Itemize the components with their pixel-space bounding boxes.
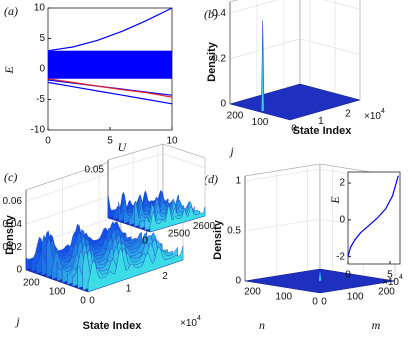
grid-line — [107, 153, 206, 170]
peak — [318, 268, 322, 282]
x-tick-label: 1 — [126, 283, 132, 294]
x-axis-label: State Index — [83, 320, 143, 332]
y-tick-label: 0 — [142, 236, 148, 247]
y-axis-label: E — [328, 196, 342, 205]
x-axis-label: U — [118, 140, 128, 154]
x-tick-label: 0 — [89, 296, 95, 307]
y-tick-label: 100 — [49, 286, 66, 297]
panel-label: (d) — [204, 172, 218, 186]
y-tick-label: 10 — [34, 3, 46, 14]
multiplier-base: ×10 — [180, 318, 197, 329]
z-tick-label: 0 — [16, 265, 22, 276]
x-tick-label: 0 — [345, 270, 351, 281]
axis-multiplier: ×104 — [180, 315, 201, 329]
z-axis-label: Density — [206, 41, 218, 82]
z-tick-label: 0 — [220, 99, 226, 110]
y-tick-label: -5 — [36, 94, 45, 105]
multiplier-base: ×10 — [364, 111, 381, 122]
x-axis-label: m — [372, 318, 381, 332]
z-tick-label: 0 — [235, 276, 241, 287]
y-tick-label: 0 — [312, 297, 318, 308]
x-tick-label: 0 — [321, 297, 327, 308]
x-tick-label: 0 — [45, 136, 51, 147]
multiplier-base: ×10 — [382, 277, 399, 288]
x-tick-label: 2500 — [168, 228, 191, 239]
band — [48, 50, 172, 79]
y-axis-label: j — [14, 314, 20, 328]
grid-line — [229, 0, 361, 14]
z-axis-label: Density — [4, 214, 16, 255]
multiplier-exp: 4 — [399, 274, 403, 281]
axis-multiplier: ×104 — [364, 108, 385, 122]
y-tick-label: 200 — [23, 277, 40, 288]
y-tick-label: -10 — [31, 125, 46, 136]
z-tick-label: 0.5 — [227, 226, 241, 237]
axis-multiplier: ×104 — [382, 274, 403, 288]
z-tick-label: 0.05 — [85, 164, 105, 175]
panel-label: (a) — [4, 4, 18, 18]
z-tick-label: 0.04 — [3, 219, 23, 230]
surface-ridge — [149, 204, 206, 233]
data-line — [47, 78, 173, 98]
x-tick-label: 2 — [345, 108, 351, 119]
x-tick-label: 5 — [107, 136, 113, 147]
panel-label: (c) — [4, 170, 17, 184]
x-tick-label: 5 — [387, 270, 393, 281]
grid-line — [229, 38, 361, 59]
z-tick-label: 0.02 — [3, 242, 23, 253]
back-wall — [244, 163, 321, 282]
x-tick-label: 100 — [347, 292, 364, 303]
data-line — [47, 7, 173, 52]
y-tick-label: -2 — [336, 251, 345, 262]
y-axis-label: j — [228, 144, 234, 158]
z-tick-label: 0.4 — [212, 8, 226, 19]
y-axis-label: E — [2, 66, 16, 75]
x-tick-label: 0 — [291, 124, 297, 135]
y-tick-label: 200 — [244, 287, 261, 298]
y-axis-label: n — [259, 318, 265, 332]
side-wall — [299, 0, 361, 101]
multiplier-exp: 4 — [381, 108, 385, 115]
y-tick-label: 100 — [275, 292, 292, 303]
x-tick-label: 200 — [378, 287, 395, 298]
x-tick-label: 1 — [318, 116, 324, 127]
x-axis-label: State Index — [293, 125, 353, 137]
z-tick-label: 0.06 — [3, 196, 23, 207]
surface-ridge — [87, 246, 184, 293]
z-tick-label: 0.2 — [212, 53, 226, 64]
surface-ridge — [144, 201, 201, 231]
x-tick-label: 10 — [166, 136, 178, 147]
plot-area — [347, 171, 401, 265]
y-tick-label: 2 — [339, 178, 345, 189]
x-tick-label: 2 — [162, 271, 168, 282]
y-tick-label: 5 — [39, 33, 45, 44]
peak — [261, 20, 265, 112]
y-tick-label: 100 — [252, 117, 269, 128]
y-tick-label: 0 — [80, 296, 86, 307]
y-tick-label: 0 — [339, 214, 345, 225]
panel-label: (b) — [204, 7, 218, 21]
y-tick-label: 200 — [227, 110, 244, 121]
data-line — [347, 175, 399, 257]
z-axis-label: Density — [212, 219, 224, 260]
x-tick-label: 2600 — [193, 221, 216, 232]
data-line — [47, 81, 173, 105]
multiplier-exp: 4 — [197, 315, 201, 322]
z-tick-label: 1 — [235, 176, 241, 187]
y-tick-label: 0 — [39, 64, 45, 75]
